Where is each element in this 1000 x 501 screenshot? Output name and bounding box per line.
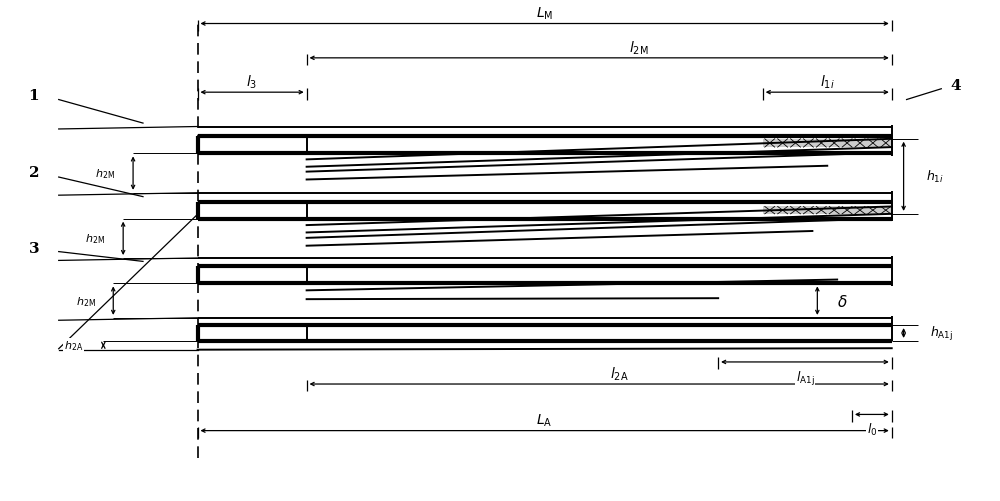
Text: 1: 1 <box>29 89 39 102</box>
Text: $\delta$: $\delta$ <box>837 293 847 309</box>
Bar <box>763 139 892 148</box>
Text: $l_\mathrm{A1j}$: $l_\mathrm{A1j}$ <box>796 369 814 387</box>
Text: $h_\mathrm{2A}$: $h_\mathrm{2A}$ <box>64 339 83 353</box>
Text: $h_\mathrm{2M}$: $h_\mathrm{2M}$ <box>85 232 105 246</box>
Bar <box>763 207 892 214</box>
Text: $h_{1i}$: $h_{1i}$ <box>926 169 944 185</box>
Text: $h_\mathrm{2M}$: $h_\mathrm{2M}$ <box>95 167 115 181</box>
Text: $l_\mathrm{2A}$: $l_\mathrm{2A}$ <box>610 365 628 382</box>
Text: 4: 4 <box>951 79 961 93</box>
Text: $l_3$: $l_3$ <box>246 74 258 91</box>
Text: $l_{1i}$: $l_{1i}$ <box>820 74 835 91</box>
Text: $l_0$: $l_0$ <box>867 421 877 437</box>
Text: $h_\mathrm{A1j}$: $h_\mathrm{A1j}$ <box>930 324 953 342</box>
Text: $L_\mathrm{M}$: $L_\mathrm{M}$ <box>536 6 553 22</box>
Text: $L_\mathrm{A}$: $L_\mathrm{A}$ <box>536 412 553 428</box>
Text: 2: 2 <box>29 166 39 180</box>
Text: 3: 3 <box>29 241 39 255</box>
Text: $l_\mathrm{2M}$: $l_\mathrm{2M}$ <box>629 39 649 57</box>
Text: $h_\mathrm{2M}$: $h_\mathrm{2M}$ <box>76 294 95 308</box>
